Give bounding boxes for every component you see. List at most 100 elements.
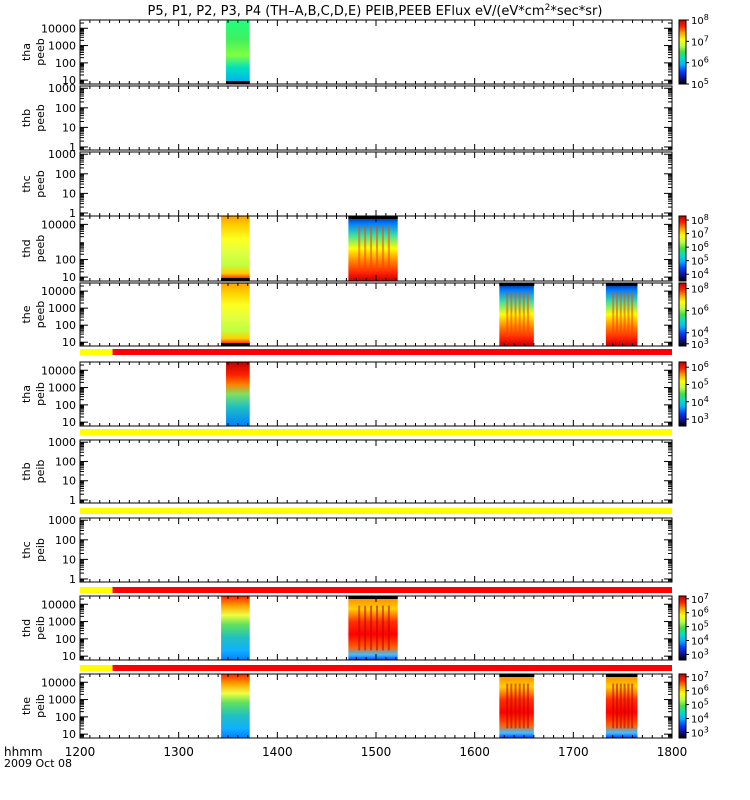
spectrogram-stripe — [358, 605, 361, 651]
colorbar-tick-exponent: 8 — [704, 13, 709, 22]
colorbar-tick-label: 106 — [691, 240, 709, 254]
spectrogram-stripe — [387, 605, 390, 651]
colorbar-tick-label: 107 — [691, 592, 709, 606]
spectrogram-stripe — [522, 292, 525, 337]
spectrogram-stripe — [631, 292, 634, 337]
spectrogram-stripe — [514, 292, 517, 337]
spectrogram-stripe — [381, 605, 384, 651]
y-tick-label: 1000 — [48, 382, 76, 395]
colorbar-tick-label: 106 — [691, 684, 709, 698]
spectrogram-stripe — [364, 225, 367, 272]
spectrogram-stripe — [623, 683, 626, 729]
colorbar-tick-exponent: 7 — [704, 34, 709, 43]
spectrogram-stripe — [364, 605, 367, 651]
x-tick-label: 1200 — [65, 745, 96, 759]
colorbar-tick-exponent: 4 — [704, 395, 709, 404]
y-tick-label: 10000 — [41, 218, 76, 231]
spectrogram-top-edge — [605, 674, 638, 677]
spectrogram-stripe — [376, 605, 378, 651]
chart-title-text-end: *sec*sr) — [550, 4, 602, 19]
colorbar-tick-exponent: 8 — [704, 213, 709, 222]
colorbar — [678, 673, 687, 739]
y-tick-label: 1 — [69, 494, 76, 507]
colorbar-tick-base: 10 — [691, 380, 704, 391]
panel-thc-peib: 1000 100 10 1 thc peib — [20, 514, 673, 586]
panel-instrument-label: peib — [34, 694, 47, 718]
chart-title-superscript: 2 — [545, 3, 551, 13]
colorbar-tick-base: 10 — [691, 80, 704, 91]
colorbar-tick-base: 10 — [691, 216, 704, 227]
spectrogram-stripe — [518, 683, 521, 729]
spectrogram-stripe — [612, 683, 615, 729]
colorbar — [678, 595, 687, 661]
colorbar-tick-base: 10 — [691, 329, 704, 340]
spectrogram-stripe — [615, 292, 618, 337]
spectrogram-stripe — [627, 683, 630, 729]
panel-frame — [79, 85, 673, 151]
y-tick-label: 100 — [55, 711, 76, 724]
colorbar-tick-label: 104 — [691, 267, 709, 281]
panel-instrument-label: peeb — [34, 170, 47, 198]
panel-probe-label: thc — [20, 541, 33, 558]
spectrogram-stripe — [506, 683, 509, 729]
mode-bar-segment — [80, 508, 672, 514]
colorbar-tick-label: 108 — [691, 282, 709, 296]
colorbar-tick-exponent: 3 — [704, 412, 709, 421]
colorbar-tick-label: 104 — [691, 634, 709, 648]
x-tick-label: 1500 — [361, 745, 392, 759]
spectrogram-stripe — [510, 292, 513, 337]
x-tick-label: 1600 — [459, 745, 490, 759]
colorbar-tick-exponent: 7 — [704, 592, 709, 601]
colorbar-tick-label: 104 — [691, 395, 709, 409]
spectrogram-stripe — [376, 225, 378, 272]
panel-probe-label: tha — [20, 385, 33, 403]
y-tick-label: 100 — [55, 534, 76, 547]
mode-bar-segment — [112, 349, 672, 355]
y-tick-label: 10 — [62, 728, 76, 741]
colorbar-tick-exponent: 6 — [704, 606, 709, 615]
colorbar-tick-exponent: 7 — [704, 227, 709, 236]
y-tick-label: 10 — [62, 187, 76, 200]
panel-probe-label: thb — [20, 462, 33, 480]
y-tick-label: 10000 — [41, 364, 76, 377]
y-tick-label: 10 — [62, 416, 76, 429]
spectrogram-block — [221, 596, 250, 660]
colorbar-tick-exponent: 6 — [704, 304, 709, 313]
panel-frame — [79, 361, 673, 427]
colorbar — [678, 282, 687, 347]
y-tick-label: 10 — [62, 121, 76, 134]
spectrogram-top-edge — [348, 596, 398, 599]
y-tick-label: 10 — [62, 271, 76, 284]
mode-bar-segment — [112, 587, 672, 593]
x-tick-label: 1700 — [558, 745, 589, 759]
colorbar-tick-exponent: 5 — [704, 377, 709, 386]
colorbar-tick-label: 108 — [691, 13, 709, 27]
colorbar-tick-label: 103 — [691, 725, 709, 739]
colorbar-tick-exponent: 3 — [704, 337, 709, 346]
colorbar-tick-base: 10 — [691, 728, 704, 739]
y-tick-label: 100 — [55, 102, 76, 115]
colorbar-tick-base: 10 — [691, 673, 704, 684]
spectrogram-top-edge — [605, 283, 638, 286]
panel-instrument-label: peib — [34, 538, 47, 562]
panel-instrument-label: peeb — [34, 38, 47, 66]
spectrogram-stripe — [619, 683, 622, 729]
colorbar-tick-base: 10 — [691, 415, 704, 426]
y-tick-label: 1 — [69, 141, 76, 154]
y-tick-label: 10000 — [41, 285, 76, 298]
colorbar-tick-exponent: 4 — [704, 267, 709, 276]
mode-bar-segment — [80, 665, 113, 671]
spectrogram-stripe — [370, 225, 373, 272]
panel-frame — [79, 282, 673, 347]
y-tick-label: 10 — [62, 553, 76, 566]
spectrogram-stripe — [370, 605, 373, 651]
y-tick-label: 100 — [55, 168, 76, 181]
panel-frame — [79, 673, 673, 739]
mode-bar-segment — [80, 587, 113, 593]
colorbar-tick-exponent: 5 — [704, 698, 709, 707]
x-tick-label: 1300 — [163, 745, 194, 759]
